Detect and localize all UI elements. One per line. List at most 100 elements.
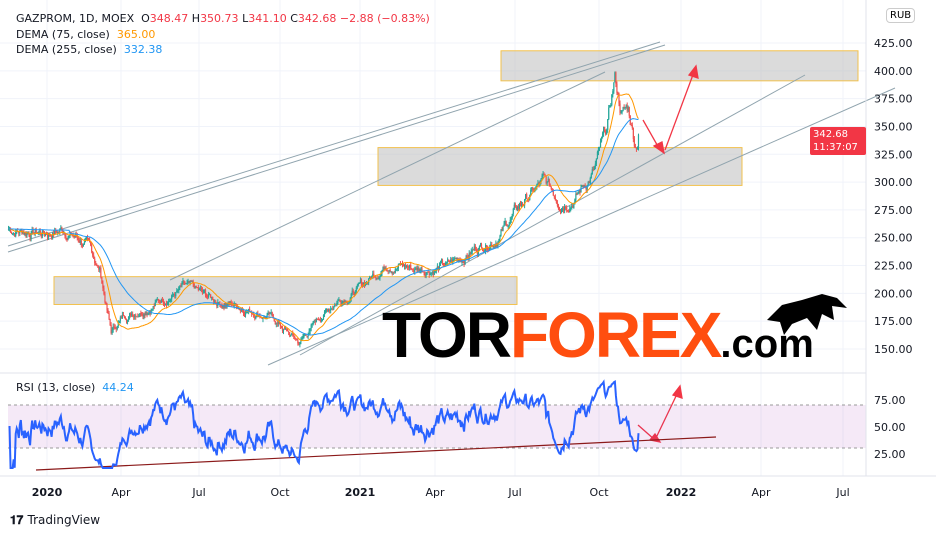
price-tick: 275.00 <box>874 204 913 217</box>
candle <box>232 305 234 307</box>
candle <box>264 316 266 319</box>
candle <box>325 308 328 311</box>
candle <box>122 314 125 317</box>
currency-button[interactable]: RUB <box>886 8 916 23</box>
candle <box>52 233 54 239</box>
candle <box>511 213 513 218</box>
candle <box>622 106 624 111</box>
candle <box>338 299 340 301</box>
candle <box>165 303 168 306</box>
candle <box>18 231 20 234</box>
candle <box>185 283 187 284</box>
candle <box>107 310 109 314</box>
candle <box>357 283 359 285</box>
candle <box>28 233 30 237</box>
candle <box>367 282 369 284</box>
price-tick: 150.00 <box>874 343 913 356</box>
watermark-part: .com <box>720 322 814 366</box>
candle <box>120 317 122 319</box>
candle <box>574 199 576 205</box>
candle <box>544 174 546 177</box>
candle <box>85 237 88 239</box>
rsi-trendline <box>35 436 717 471</box>
symbol-legend: GAZPROM, 1D, MOEX O348.47 H350.73 L341.1… <box>16 12 430 25</box>
candle <box>541 175 543 180</box>
candle <box>439 263 442 266</box>
candle <box>279 324 282 327</box>
candle <box>393 272 395 274</box>
candle <box>441 260 444 264</box>
candle <box>237 308 239 310</box>
candle <box>225 305 227 307</box>
open-label: O <box>141 12 150 25</box>
candle <box>303 335 305 338</box>
candle <box>635 147 638 150</box>
candle <box>410 265 412 269</box>
candle <box>67 237 69 240</box>
candle <box>464 258 466 265</box>
tradingview-logo[interactable]: 𝟏𝟕 TradingView <box>10 513 100 528</box>
candle <box>265 317 267 319</box>
candle <box>180 285 182 287</box>
candle <box>285 328 288 330</box>
low-label: L <box>242 12 249 25</box>
price-tick: 425.00 <box>874 37 913 50</box>
candle <box>322 314 325 320</box>
candle <box>396 267 398 269</box>
candle <box>49 234 52 236</box>
dema255-legend[interactable]: DEMA (255, close) 332.38 <box>16 43 162 56</box>
candle <box>29 236 31 240</box>
candle <box>475 249 477 252</box>
candle <box>612 91 614 95</box>
candle <box>96 265 98 267</box>
candle <box>173 294 175 296</box>
candle <box>275 323 277 325</box>
candle <box>450 259 452 262</box>
candle <box>309 328 311 332</box>
candle <box>355 287 357 292</box>
candle <box>616 83 618 93</box>
candle <box>627 107 629 111</box>
candle <box>462 260 464 262</box>
candle <box>141 314 143 316</box>
candle <box>238 308 240 310</box>
candle <box>609 105 611 108</box>
rsi-legend[interactable]: RSI (13, close) 44.24 <box>16 381 134 394</box>
candle <box>473 246 475 250</box>
candle <box>114 326 116 329</box>
candle <box>526 194 528 199</box>
candle <box>281 328 284 331</box>
candle <box>130 313 132 316</box>
candle <box>197 287 199 290</box>
candle <box>147 313 149 315</box>
candle <box>445 262 447 266</box>
time-tick: Oct <box>589 486 609 499</box>
candle <box>176 290 178 293</box>
candle <box>56 230 58 233</box>
candle <box>374 276 376 278</box>
candle <box>156 299 158 301</box>
candle <box>244 312 247 316</box>
candle <box>414 269 416 272</box>
candle <box>280 326 283 329</box>
candle <box>577 193 579 195</box>
candle <box>581 185 583 187</box>
candle <box>510 217 512 220</box>
candle <box>40 232 42 236</box>
open-value: 348.47 <box>149 12 189 25</box>
candle <box>477 250 480 255</box>
candle <box>126 319 129 322</box>
candle <box>257 313 259 317</box>
candle <box>543 174 545 176</box>
candle <box>564 206 566 211</box>
candle <box>101 277 103 284</box>
candle <box>149 312 151 314</box>
dema75-legend[interactable]: DEMA (75, close) 365.00 <box>16 28 155 41</box>
candle <box>600 137 603 142</box>
candle <box>212 296 214 300</box>
candle <box>272 314 274 319</box>
candle <box>252 313 254 315</box>
candle <box>116 325 118 329</box>
candle <box>55 230 57 232</box>
